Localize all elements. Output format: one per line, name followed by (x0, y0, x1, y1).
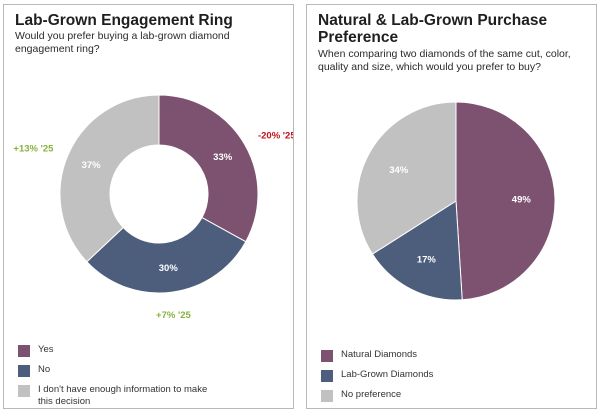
legend-swatch-natural (321, 350, 333, 362)
data-label-natural-diamonds: 49% (512, 194, 532, 205)
legend-swatch-yes (18, 345, 30, 357)
legend-swatch-not-enough-info (18, 385, 30, 397)
annotation-no: +7% '25 (156, 310, 191, 321)
legend-label-no: No (38, 364, 51, 375)
data-label-lab-grown-diamonds: 17% (417, 255, 437, 266)
pie-chart: 49% 17% 34% (356, 101, 556, 301)
legend-swatch-no (18, 365, 30, 377)
legend-label-no-preference: No preference (341, 389, 402, 400)
chart-subtitle: When comparing two diamonds of the same … (318, 48, 571, 73)
data-label-yes: 33% (213, 152, 233, 163)
legend-swatch-no-preference (321, 390, 333, 402)
legend-label-yes: Yes (38, 344, 54, 355)
legend-label-natural: Natural Diamonds (341, 349, 418, 360)
panel-purchase-preference: Natural & Lab-Grown Purchase Preference … (306, 4, 597, 409)
data-label-no: 30% (159, 263, 179, 274)
legend-swatch-lab-grown (321, 370, 333, 382)
panel-lab-grown-ring: Lab-Grown Engagement Ring Would you pref… (3, 4, 294, 409)
data-label-no-preference: 34% (389, 165, 409, 176)
chart-title: Lab-Grown Engagement Ring (15, 12, 233, 29)
slice-natural-diamonds (455, 101, 556, 301)
legend-label-not-enough-info: I don't have enough information to make … (38, 384, 208, 407)
slice-no-preference (356, 101, 457, 255)
annotation-i-don-t-have-enough-informatio: +13% '25 (13, 143, 54, 154)
chart-subtitle: Would you prefer buying a lab-grown diam… (15, 30, 230, 55)
slice-yes (158, 94, 259, 243)
legend-label-lab-grown: Lab-Grown Diamonds (341, 369, 434, 380)
donut-chart: 33% -20% '25 30% +7% '25 37% +13% '25 (13, 94, 293, 321)
data-label-i-don-t-have-enough-informatio: 37% (82, 160, 102, 171)
annotation-yes: -20% '25 (258, 130, 293, 141)
slice-lab-grown-diamonds (371, 200, 463, 301)
slice-no (86, 216, 247, 294)
slice-i-don-t-have-enough-informatio (59, 94, 160, 263)
chart-title: Natural & Lab-Grown Purchase Preference (318, 12, 548, 46)
